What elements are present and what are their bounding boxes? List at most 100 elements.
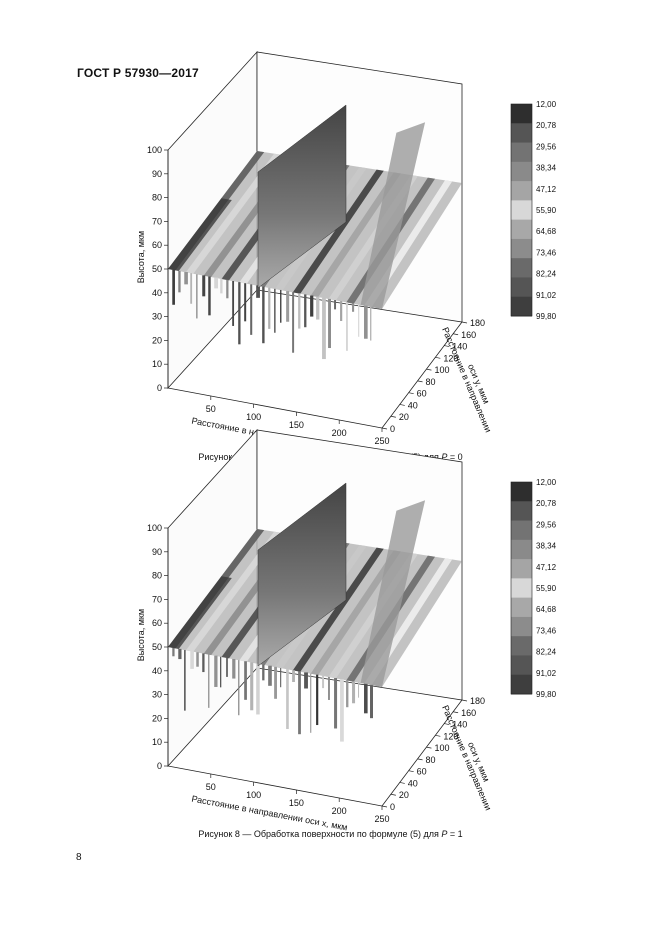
surface-spike: [364, 683, 368, 714]
colorbar-label: 12,00: [536, 478, 557, 487]
z-tick-label: 0: [157, 761, 162, 771]
caption-suffix: = 1: [447, 829, 463, 839]
surface-spike: [316, 296, 320, 320]
surface-spike: [262, 664, 265, 681]
caption-suffix: = 0: [447, 452, 463, 462]
x-tick-label: 100: [246, 790, 261, 800]
colorbar-segment: [511, 258, 532, 278]
surface-spike: [190, 651, 194, 669]
y-tick-label: 40: [408, 778, 418, 788]
surface-ridge-tall: [360, 500, 426, 687]
surface-spike: [208, 276, 211, 316]
colorbar-segment: [511, 655, 532, 676]
colorbar-segment: [511, 200, 532, 221]
y-tick-label: 120: [443, 353, 458, 363]
colorbar-label: 73,46: [536, 248, 557, 257]
surface-spike: [250, 662, 254, 711]
z-tick-label: 40: [152, 666, 162, 676]
y-tick: [390, 793, 396, 796]
surface-wall: [257, 482, 347, 667]
surface-spike: [220, 278, 223, 294]
surface-plot-8: 0 10 20 30 40 50 60 70 80 90 100 Высота, мкм 50 100 15…: [136, 428, 557, 833]
surface-ridge: [185, 153, 282, 274]
surface-plot-7: 0 10 20 30 40 50 60 70 80 90 100 Высота, мкм 50 100 15…: [136, 50, 557, 455]
figure-caption-8: Рисунок 8 — Обработка поверхности по фор…: [0, 829, 661, 839]
y-tick-label: 160: [461, 708, 476, 718]
y-tick: [381, 805, 388, 808]
surface-edge: [168, 198, 232, 271]
surface-spike: [172, 269, 175, 305]
y-tick: [417, 758, 423, 761]
colorbar-label: 29,56: [536, 142, 557, 151]
colorbar-segment: [511, 296, 532, 317]
x-tick-label: 50: [206, 404, 216, 414]
z-tick-label: 30: [152, 312, 162, 322]
y-tick-label: 20: [399, 790, 409, 800]
surface-spike: [352, 303, 355, 312]
z-tick-label: 60: [152, 240, 162, 250]
x-axis-line: [167, 387, 383, 429]
colorbar-segment: [511, 559, 532, 579]
y-tick: [381, 427, 388, 430]
x-axis-line: [167, 765, 383, 807]
colorbar-label: 99,80: [536, 690, 557, 699]
x-tick-label: 250: [374, 814, 389, 824]
x-tick-label: 200: [332, 428, 347, 438]
y-tick: [444, 345, 450, 347]
z-tick-label: 90: [152, 169, 162, 179]
surface-edge: [168, 576, 232, 649]
y-tick-label: 0: [390, 424, 395, 434]
colorbar-segment: [511, 674, 532, 695]
colorbar-label: 20,78: [536, 121, 557, 130]
colorbar-segment: [511, 482, 532, 502]
z-tick-label: 30: [152, 690, 162, 700]
surface-spike: [268, 665, 272, 686]
colorbar-segment: [511, 636, 532, 656]
colorbar-label: 12,00: [536, 100, 557, 109]
surface-spike: [310, 673, 312, 733]
z-tick-label: 10: [152, 359, 162, 369]
z-tick-label: 20: [152, 713, 162, 723]
surface-spike: [214, 655, 218, 687]
surface-spike: [184, 272, 188, 285]
surface-spike: [178, 648, 182, 660]
colorbar-label: 38,34: [536, 542, 557, 551]
surface-spike: [238, 282, 241, 345]
surface-spike: [328, 298, 331, 349]
surface-spike: [316, 674, 319, 726]
z-tick-label: 60: [152, 618, 162, 628]
y-tick: [453, 711, 459, 714]
y-tick: [435, 734, 441, 737]
surface-spike: [232, 659, 236, 679]
x-tick-label: 100: [246, 412, 261, 422]
surface-spike: [226, 279, 229, 299]
surface-spike: [244, 661, 247, 700]
surface-spike: [172, 647, 175, 657]
figure-7: 0 10 20 30 40 50 60 70 80 90 100 Высота, мкм 50 100 15…: [136, 50, 557, 455]
z-tick-label: 80: [152, 571, 162, 581]
colorbar-segment: [511, 539, 532, 560]
surface-spike: [268, 287, 271, 329]
z-tick-label: 20: [152, 335, 162, 345]
surface-ridge: [310, 550, 401, 676]
surface-spike: [364, 305, 368, 339]
surface-spike: [322, 297, 326, 360]
z-tick-label: 50: [152, 642, 162, 652]
surface-ridge: [185, 531, 282, 652]
surface-spike: [370, 306, 372, 341]
y-tick-label: 80: [426, 377, 436, 387]
surface-spike: [190, 273, 193, 304]
z-tick-label: 10: [152, 737, 162, 747]
y-tick-label: 60: [417, 767, 427, 777]
surface-spike: [280, 667, 282, 688]
surface-spike: [292, 292, 295, 353]
z-tick-label: 90: [152, 547, 162, 557]
y-tick: [390, 415, 396, 418]
surface-spike: [292, 670, 295, 683]
colorbar-segment: [511, 616, 532, 637]
z-tick-label: 100: [147, 145, 162, 155]
surface-spike: [196, 652, 199, 667]
colorbar-label: 99,80: [536, 312, 557, 321]
y-tick-label: 60: [417, 389, 427, 399]
surface-spike: [358, 304, 360, 337]
